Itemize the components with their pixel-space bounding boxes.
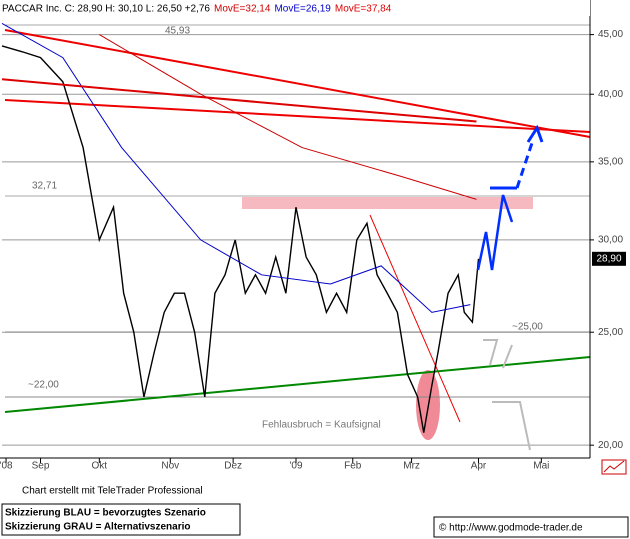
y-tick-label: 40,00 [598, 89, 623, 100]
plot [1, 23, 480, 433]
legend-box [1, 503, 241, 536]
annotation: ~22,00 [28, 380, 59, 391]
last-price-label: 28,90 [596, 253, 621, 264]
annotation: 32,71 [32, 181, 57, 192]
x-tick-label: '09 [289, 461, 302, 472]
header-text: MovE=32,14 [214, 4, 271, 15]
scenario-arrow [526, 124, 544, 143]
price-line [99, 34, 477, 200]
x-tick-label: Dez [224, 461, 242, 472]
header-text: MovE=26,19 [274, 4, 331, 15]
scenario-grey [483, 339, 499, 366]
trend-line [4, 99, 591, 133]
scenario-grey [492, 401, 531, 451]
resistance-zone [242, 197, 533, 209]
price-line [1, 45, 480, 433]
logo [601, 459, 627, 475]
header: PACCAR Inc. C: 28,90 H: 30,10 L: 26,50 +… [0, 0, 590, 16]
price-line [1, 23, 471, 313]
x-tick-label: Nov [161, 461, 179, 472]
y-tick-label: 35,00 [598, 156, 623, 167]
price-line [1, 78, 477, 123]
source: © http://www.godmode-trader.de [439, 523, 583, 534]
header-bg [0, 0, 590, 16]
trend-line [4, 29, 591, 138]
header-text: MovE=37,84 [335, 4, 392, 15]
x-tick-label: Mai [533, 461, 549, 472]
footer-note: Chart erstellt mit TeleTrader Profession… [22, 486, 203, 497]
x-tick-label: Apr [471, 461, 487, 472]
y-tick-label: 30,00 [598, 235, 623, 246]
logo [603, 460, 625, 473]
source-box [433, 516, 629, 538]
annotation: 45,93 [165, 26, 190, 37]
y-tick-label: 20,00 [598, 440, 623, 451]
support-line [4, 356, 591, 413]
footer-note: Skizzierung BLAU = bevorzugtes Szenario [5, 508, 206, 519]
scenario-grey [502, 344, 513, 369]
scenario-blue [476, 194, 514, 271]
trend-line [369, 214, 461, 423]
y-tick-label: 45,00 [598, 29, 623, 40]
header-text: PACCAR Inc. C: 28,90 H: 30,10 L: 26,50 +… [2, 4, 210, 15]
annotation: ~25,00 [512, 322, 543, 333]
footer-note: Skizzierung GRAU = Alternativszenario [5, 522, 191, 533]
x-tick-label: Mrz [403, 461, 420, 472]
last-price-box [592, 251, 626, 266]
x-tick-label: Sep [32, 461, 50, 472]
scenario-blue [515, 139, 535, 189]
x-tick-label: Okt [92, 461, 108, 472]
annotation: Fehlausbruch = Kaufsignal [262, 420, 381, 431]
x-tick-label: '08 [0, 461, 13, 472]
y-tick-label: 25,00 [598, 327, 623, 338]
x-tick-label: Feb [344, 461, 362, 472]
